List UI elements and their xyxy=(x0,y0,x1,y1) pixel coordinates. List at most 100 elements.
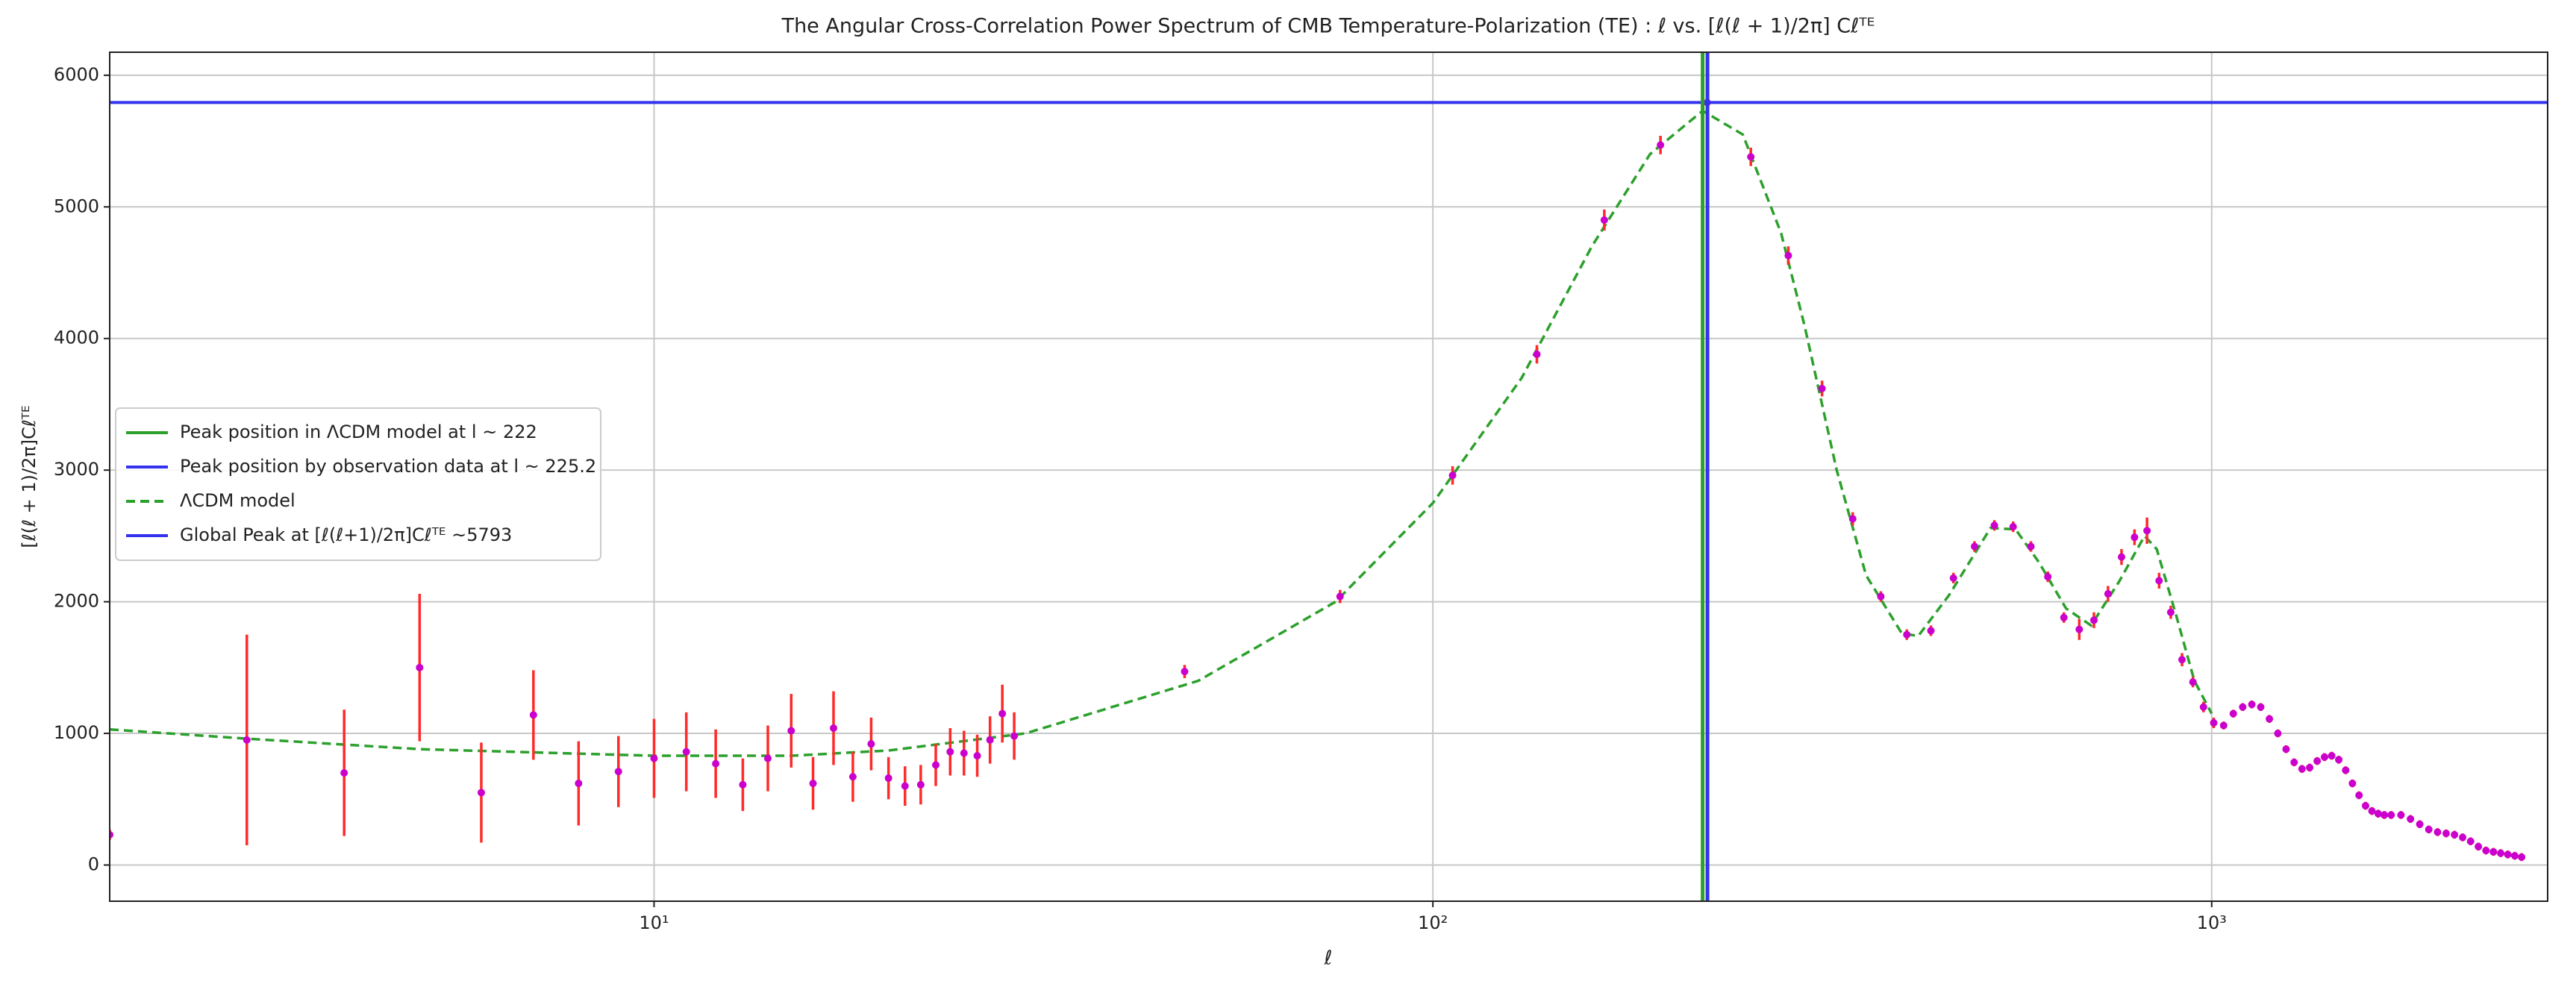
data-point xyxy=(2407,815,2415,823)
axes-frame xyxy=(109,51,2548,902)
data-point xyxy=(1600,216,1608,224)
data-point xyxy=(2143,527,2151,535)
data-point xyxy=(1336,592,1344,601)
data-point xyxy=(1533,350,1541,358)
data-point xyxy=(2489,847,2498,856)
data-point xyxy=(998,709,1007,718)
legend-label: ΛCDM model xyxy=(180,490,296,511)
data-point xyxy=(2328,752,2336,760)
data-point xyxy=(712,759,720,768)
data-point xyxy=(1970,542,1978,551)
data-point xyxy=(2348,780,2357,788)
data-point xyxy=(829,724,837,732)
data-point xyxy=(2199,703,2207,711)
data-point xyxy=(2257,703,2265,711)
data-point xyxy=(960,749,968,757)
data-point xyxy=(848,773,857,781)
data-point xyxy=(1990,521,1998,530)
data-point xyxy=(2075,625,2083,633)
data-point xyxy=(932,761,940,769)
data-point xyxy=(650,754,658,762)
data-point xyxy=(2355,791,2363,799)
data-point xyxy=(1747,153,1755,161)
data-point xyxy=(2510,852,2519,860)
data-point xyxy=(2009,523,2017,531)
data-point xyxy=(575,780,583,788)
data-point xyxy=(1010,732,1019,740)
data-point xyxy=(2166,608,2175,616)
y-tick-label: 4000 xyxy=(54,328,99,348)
data-point xyxy=(2090,616,2098,624)
data-point xyxy=(986,736,994,744)
data-point xyxy=(2504,850,2512,859)
data-point xyxy=(2178,656,2186,664)
data-point xyxy=(2189,678,2197,686)
data-point xyxy=(2298,765,2306,773)
data-point xyxy=(2374,809,2382,818)
data-point xyxy=(973,752,981,760)
data-point xyxy=(946,748,954,756)
data-point xyxy=(1181,668,1189,676)
data-point xyxy=(2060,613,2068,621)
data-point xyxy=(2442,830,2450,838)
data-point xyxy=(2518,853,2526,861)
data-point xyxy=(1949,574,1957,582)
x-tick-label: 10¹ xyxy=(639,912,669,933)
data-point xyxy=(763,754,772,762)
data-point xyxy=(1877,592,1885,601)
data-point xyxy=(2397,811,2405,819)
data-point xyxy=(1657,141,1665,149)
data-point xyxy=(110,830,113,839)
data-point xyxy=(2210,718,2218,727)
data-point xyxy=(867,740,875,748)
data-point xyxy=(614,768,622,776)
data-point xyxy=(2130,533,2139,542)
data-point xyxy=(2104,590,2112,598)
data-point xyxy=(1818,384,1826,392)
y-tick-label: 1000 xyxy=(54,722,99,743)
data-point xyxy=(2044,573,2052,581)
y-tick-label: 6000 xyxy=(54,64,99,85)
data-point xyxy=(2248,701,2256,709)
y-tick-label: 5000 xyxy=(54,195,99,216)
legend-label: Global Peak at [ℓ(ℓ+1)/2π]Cℓᵀᴱ ~5793 xyxy=(180,524,512,545)
data-point xyxy=(2475,842,2483,850)
data-point xyxy=(787,727,795,735)
data-point xyxy=(2219,721,2228,730)
data-point xyxy=(340,768,348,777)
data-point xyxy=(2229,709,2237,718)
data-point xyxy=(1903,630,1911,639)
data-point xyxy=(2387,811,2395,819)
data-point xyxy=(2425,825,2433,833)
data-point xyxy=(2117,553,2125,561)
data-point xyxy=(2155,577,2163,585)
legend-label: Peak position in ΛCDM model at l ~ 222 xyxy=(180,422,537,442)
data-point xyxy=(2335,756,2343,764)
data-point xyxy=(477,789,485,797)
data-point xyxy=(809,780,817,788)
plot-area xyxy=(110,52,2548,901)
data-point xyxy=(2416,820,2424,828)
data-point xyxy=(1927,627,1935,635)
x-tick-label: 10² xyxy=(1418,912,1448,933)
data-point xyxy=(682,748,690,756)
data-point xyxy=(2497,849,2505,857)
y-axis-label: [ℓ(ℓ + 1)/2π]Cℓᵀᴱ xyxy=(19,405,40,548)
data-point xyxy=(2459,833,2467,842)
x-tick-label: 10³ xyxy=(2197,912,2227,933)
data-point xyxy=(2306,763,2314,771)
x-axis-label: ℓ xyxy=(1324,947,1333,970)
data-point xyxy=(2321,753,2329,761)
data-point xyxy=(2313,757,2322,765)
data-point xyxy=(529,711,537,719)
y-tick-label: 0 xyxy=(88,853,99,874)
data-point xyxy=(2342,766,2350,774)
data-point xyxy=(2361,802,2369,810)
data-point xyxy=(243,736,251,744)
data-point xyxy=(2482,847,2490,855)
data-point xyxy=(739,780,747,789)
data-point xyxy=(2368,807,2376,815)
data-point xyxy=(416,663,424,671)
data-point xyxy=(2274,730,2282,738)
